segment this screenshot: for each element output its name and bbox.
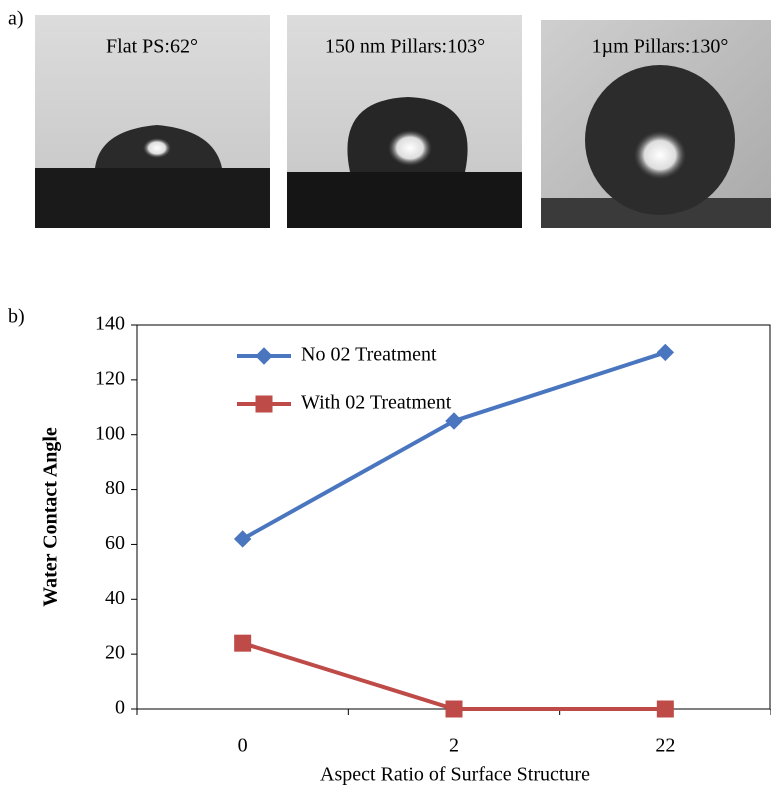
plot-frame bbox=[136, 324, 771, 710]
photo-caption: 150 nm Pillars:103° bbox=[325, 36, 485, 58]
series-line bbox=[241, 350, 666, 541]
y-tick-label: 20 bbox=[105, 642, 125, 664]
y-tick-label: 0 bbox=[115, 697, 125, 719]
y-tick-label: 40 bbox=[105, 587, 125, 609]
y-tick-label: 100 bbox=[95, 422, 125, 444]
panel-label: b) bbox=[8, 306, 25, 328]
y-axis-label: Water Contact Angle bbox=[40, 427, 62, 607]
data-point bbox=[656, 700, 674, 718]
legend-label: With 02 Treatment bbox=[301, 392, 452, 414]
data-point bbox=[234, 634, 252, 652]
series-line bbox=[242, 641, 666, 711]
x-axis-label: Aspect Ratio of Surface Structure bbox=[320, 764, 590, 786]
legend-label: No 02 Treatment bbox=[301, 344, 437, 366]
y-tick-label: 60 bbox=[105, 532, 125, 554]
legend-marker bbox=[255, 395, 273, 413]
photo bbox=[35, 15, 270, 228]
data-point bbox=[445, 412, 463, 430]
panel-label: a) bbox=[8, 8, 24, 30]
y-tick-label: 120 bbox=[95, 367, 125, 389]
photo-caption: 1µm Pillars:130° bbox=[592, 36, 729, 58]
data-point bbox=[445, 700, 463, 718]
legend-marker bbox=[255, 347, 273, 365]
x-tick-label: 2 bbox=[449, 735, 459, 757]
data-point bbox=[233, 530, 252, 548]
photo bbox=[287, 15, 522, 228]
photo-caption: Flat PS:62° bbox=[106, 36, 198, 58]
x-tick-label: 0 bbox=[238, 735, 248, 757]
data-point bbox=[656, 343, 675, 362]
y-tick-label: 80 bbox=[105, 477, 125, 499]
photo bbox=[541, 20, 771, 228]
y-tick-label: 140 bbox=[95, 313, 125, 335]
x-tick-label: 22 bbox=[655, 735, 675, 757]
